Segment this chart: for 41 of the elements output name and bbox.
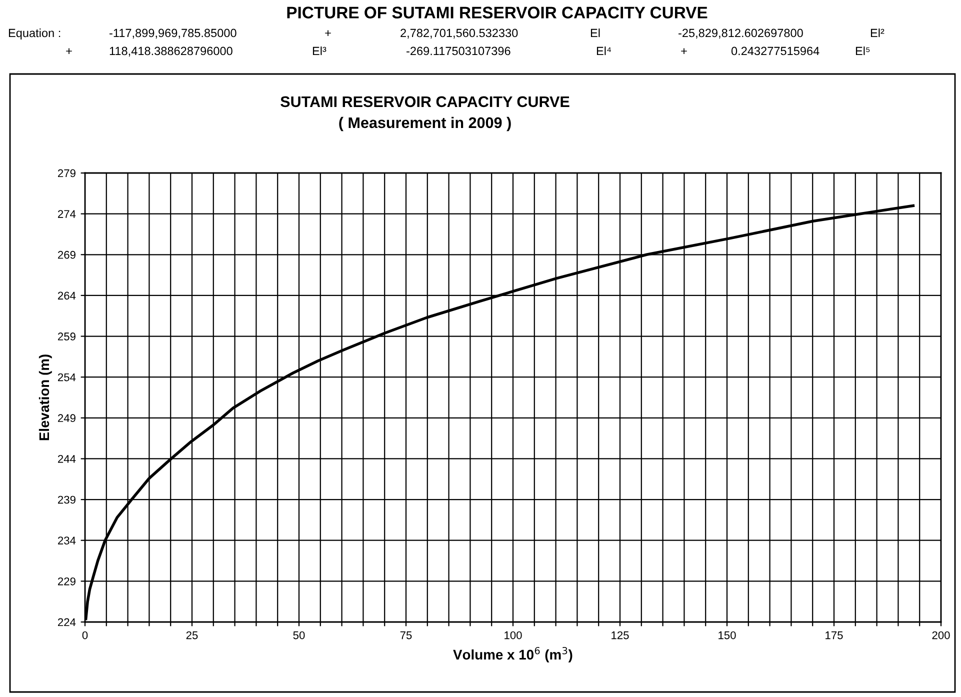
text: 118,418.388628796000 (110, 46, 232, 57)
x-tick-label: 50 (293, 631, 305, 640)
text: + (325, 30, 331, 36)
chart-title: SUTAMI RESERVOIR CAPACITY CURVE (280, 96, 570, 108)
x-tick-label: 25 (186, 631, 198, 640)
y-tick-label: 234 (58, 536, 76, 544)
y-tick-label: 259 (58, 332, 76, 340)
text: 2,782,701,560.532330 (400, 28, 518, 39)
x-tick-label: 0 (82, 631, 88, 640)
text: 0.243277515964 (731, 46, 820, 56)
y-tick-label: 244 (58, 454, 76, 463)
text: El (590, 28, 600, 38)
text: + (66, 48, 72, 54)
y-tick-label: 249 (58, 414, 76, 422)
x-tick-label: 125 (612, 631, 629, 640)
x-tick-label: 150 (718, 631, 736, 640)
y-tick-label: 239 (58, 496, 76, 504)
y-tick-label: 224 (58, 618, 76, 626)
x-tick-label: 175 (826, 631, 843, 640)
text: Equation : (8, 28, 60, 40)
x-tick-label: 75 (400, 631, 412, 640)
text: -25,829,812.602697800 (678, 28, 803, 39)
y-axis-title: Elevation (m) (38, 354, 52, 440)
text: El⁴ (596, 46, 611, 56)
text: -117,899,969,785.85000 (110, 28, 236, 39)
chart-subtitle: ( Measurement in 2009 ) (339, 116, 511, 132)
text: PICTURE OF SUTAMI RESERVOIR CAPACITY CURVE (287, 6, 708, 18)
x-axis-title: Volume x 10$^{6}$ (m$^{3}$) (453, 646, 572, 662)
x-tick-label: 200 (932, 631, 950, 640)
text: El³ (312, 46, 326, 56)
y-tick-label: 274 (58, 210, 76, 218)
text: El² (870, 28, 884, 38)
y-tick-label: 269 (58, 250, 76, 259)
y-tick-label: 279 (58, 169, 76, 178)
y-tick-label: 264 (58, 292, 76, 300)
x-tick-label: 100 (504, 631, 522, 640)
y-tick-label: 229 (58, 577, 76, 586)
text: -269.117503107396 (406, 46, 510, 56)
y-tick-label: 254 (58, 373, 76, 382)
text: El⁵ (856, 46, 870, 56)
text: + (681, 48, 687, 54)
